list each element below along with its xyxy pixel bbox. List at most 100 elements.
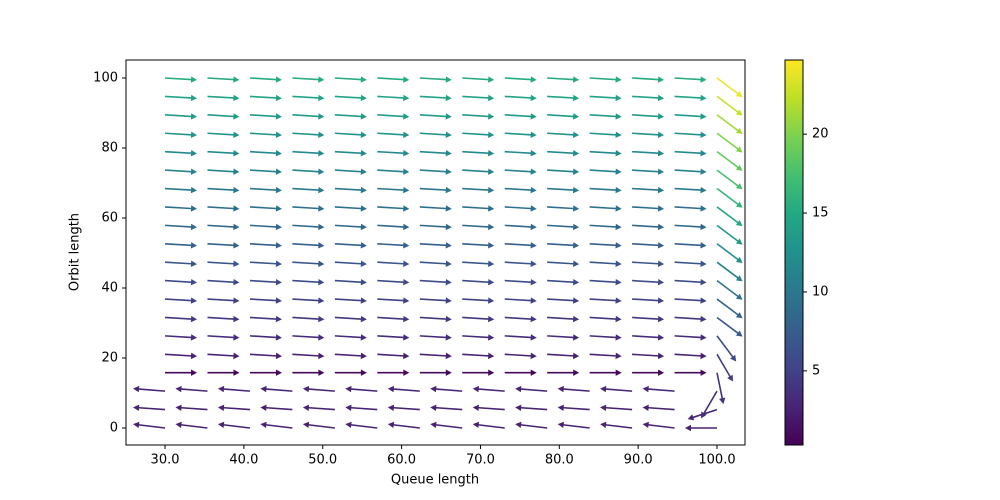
arrow	[207, 113, 240, 120]
arrow	[547, 315, 580, 323]
arrow	[674, 334, 707, 341]
arrow	[589, 260, 622, 267]
arrow	[642, 385, 675, 393]
arrow	[334, 260, 367, 267]
arrow	[504, 369, 537, 376]
arrow	[292, 223, 325, 231]
arrow	[334, 150, 367, 157]
arrow	[632, 94, 665, 102]
arrow	[589, 205, 622, 212]
arrow	[589, 278, 622, 286]
y-axis-label: Orbit length	[68, 213, 83, 291]
arrow	[716, 206, 743, 227]
arrow	[207, 242, 240, 249]
arrow	[462, 260, 495, 267]
arrow	[547, 168, 580, 175]
arrow	[292, 76, 325, 83]
arrow	[632, 352, 665, 360]
arrow	[716, 224, 743, 245]
arrow	[419, 205, 452, 212]
arrow	[462, 297, 495, 304]
arrow	[674, 186, 707, 194]
arrow	[515, 385, 548, 393]
arrow	[292, 131, 325, 139]
arrow	[377, 297, 410, 304]
arrow	[642, 404, 675, 411]
arrow	[377, 334, 410, 341]
arrow	[632, 205, 665, 212]
arrow	[504, 94, 537, 102]
arrow	[334, 369, 367, 376]
arrow	[377, 113, 410, 120]
colorbar-tick-label: 10	[812, 284, 829, 299]
arrow	[557, 421, 590, 429]
arrow	[716, 169, 743, 190]
arrow	[642, 421, 675, 429]
arrow	[207, 76, 240, 83]
arrow	[632, 297, 665, 304]
arrow	[589, 186, 622, 194]
arrow	[557, 385, 590, 393]
arrow	[164, 113, 198, 120]
arrow	[674, 94, 707, 102]
arrow	[515, 404, 548, 411]
arrow	[419, 278, 452, 286]
arrow	[419, 352, 452, 360]
arrow	[345, 385, 378, 393]
y-tick-label: 20	[101, 350, 118, 365]
arrow	[292, 168, 325, 175]
arrow	[589, 242, 622, 249]
arrow	[292, 278, 325, 286]
colorbar-tick-label: 5	[812, 363, 820, 378]
arrow	[249, 131, 282, 139]
arrow	[260, 404, 293, 411]
arrow	[249, 150, 282, 157]
arrow	[260, 385, 293, 393]
y-tick-label: 60	[101, 210, 118, 225]
arrow	[164, 76, 198, 83]
arrow	[164, 242, 198, 249]
arrow	[515, 421, 548, 429]
arrow	[716, 243, 743, 263]
arrow	[164, 131, 198, 139]
arrow	[716, 316, 743, 337]
arrow	[292, 186, 325, 194]
arrow	[632, 315, 665, 323]
arrow	[249, 334, 282, 341]
arrow	[249, 223, 282, 231]
arrow	[419, 94, 452, 102]
arrow	[292, 113, 325, 120]
arrow	[716, 95, 743, 116]
arrow	[334, 334, 367, 341]
arrow	[547, 297, 580, 304]
arrow	[164, 315, 198, 323]
arrow	[377, 186, 410, 194]
arrow	[419, 260, 452, 267]
arrow	[419, 334, 452, 341]
arrow	[462, 205, 495, 212]
arrow	[302, 404, 335, 411]
arrow	[217, 421, 251, 429]
arrow	[207, 131, 240, 139]
arrow	[377, 223, 410, 231]
arrow	[674, 260, 707, 267]
arrow	[716, 187, 743, 208]
arrow	[472, 404, 505, 411]
arrow	[207, 260, 240, 267]
arrow	[472, 421, 505, 429]
arrow	[292, 260, 325, 267]
arrow	[419, 223, 452, 231]
arrow	[589, 150, 622, 157]
arrow	[504, 352, 537, 360]
arrow	[589, 315, 622, 323]
arrow	[462, 94, 495, 102]
arrow	[716, 353, 734, 382]
arrow	[674, 113, 707, 120]
plot-frame	[125, 59, 746, 446]
arrow	[249, 113, 282, 120]
arrow	[674, 369, 707, 376]
arrow	[462, 131, 495, 139]
arrow	[164, 297, 198, 304]
arrow	[164, 278, 198, 286]
